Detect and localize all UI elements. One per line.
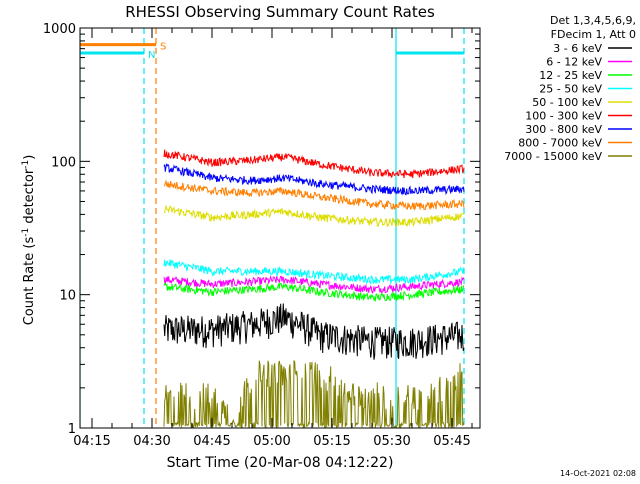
series-line-4 [163, 259, 465, 285]
x-tick-label: 05:45 [433, 434, 470, 449]
y-axis: 1 10 100 1000 [43, 22, 480, 437]
legend-entry-label: 7000 - 15000 keV [504, 150, 602, 163]
legend: Det 1,3,4,5,6,9, FDecim 1, Att 0 3 - 6 k… [504, 14, 636, 163]
series-line-6 [163, 149, 465, 179]
x-tick-label: 04:45 [193, 434, 230, 449]
legend-entry-label: 50 - 100 keV [532, 96, 602, 109]
series-line-2 [163, 274, 464, 294]
flag-label: S [160, 42, 166, 53]
time-markers [80, 28, 465, 428]
y-tick-label: 1 [68, 422, 76, 437]
legend-entry-label: 800 - 7000 keV [518, 137, 602, 150]
legend-header-line-1: Det 1,3,4,5,6,9, [550, 14, 636, 27]
legend-entry-label: 6 - 12 keV [546, 56, 602, 69]
legend-entry-label: 25 - 50 keV [539, 83, 602, 96]
flag-label: N [148, 50, 155, 61]
series-line-7 [163, 162, 465, 196]
legend-entry-label: 100 - 300 keV [525, 110, 602, 123]
x-tick-label: 05:00 [253, 434, 290, 449]
x-tick-label: 04:30 [133, 434, 170, 449]
plot-frame [79, 27, 481, 429]
series-layer [163, 149, 465, 428]
flag-bars: SN [80, 42, 464, 61]
chart-title: RHESSI Observing Summary Count Rates [125, 3, 435, 21]
legend-entry-label: 300 - 800 keV [525, 123, 602, 136]
series-line-5 [163, 204, 465, 228]
x-axis-label: Start Time (20-Mar-08 04:12:22) [167, 455, 394, 471]
series-line-3 [163, 281, 465, 302]
legend-header-line-2: FDecim 1, Att 0 [551, 28, 636, 41]
y-tick-label: 100 [51, 155, 76, 170]
series-line-9 [163, 359, 465, 428]
footer-timestamp: 14-Oct-2021 02:08 [560, 469, 636, 478]
legend-entry-label: 12 - 25 keV [539, 69, 602, 82]
x-tick-label: 04:15 [73, 434, 110, 449]
y-axis-label: Count Rate (s-1 detector-1) [21, 155, 37, 326]
legend-entry-label: 3 - 6 keV [553, 42, 602, 55]
series-line-1 [163, 303, 465, 360]
x-tick-label: 05:30 [373, 434, 410, 449]
y-tick-label: 10 [59, 289, 76, 304]
series-line-8 [163, 179, 465, 211]
y-tick-label: 1000 [43, 22, 76, 37]
x-tick-label: 05:15 [313, 434, 350, 449]
x-axis: 04:15 04:30 04:45 05:00 05:15 05:30 05:45 [73, 28, 473, 449]
